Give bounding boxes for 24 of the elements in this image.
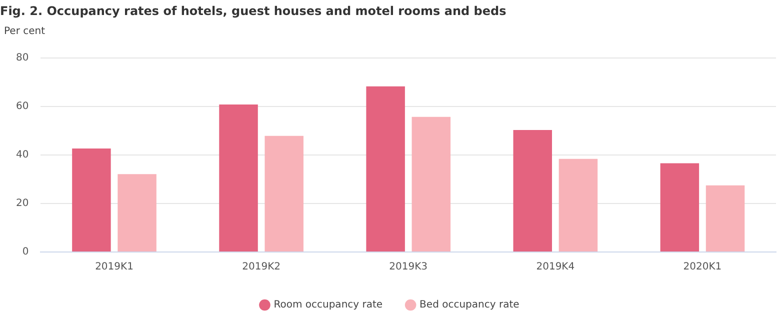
bar bbox=[118, 174, 156, 252]
bar bbox=[219, 104, 258, 252]
bar bbox=[513, 130, 552, 252]
legend-label: Room occupancy rate bbox=[274, 300, 383, 311]
legend-label: Bed occupancy rate bbox=[420, 300, 520, 311]
chart-title: Fig. 2. Occupancy rates of hotels, guest houses and motel rooms and beds bbox=[0, 3, 508, 20]
bar bbox=[264, 136, 304, 252]
bar bbox=[72, 148, 111, 252]
bar bbox=[366, 86, 405, 252]
bar bbox=[706, 185, 745, 252]
y-tick-label: 20 bbox=[16, 198, 29, 210]
bar bbox=[558, 158, 598, 252]
y-tick-label: 0 bbox=[22, 246, 29, 258]
x-tick-label: 2020K1 bbox=[683, 262, 722, 273]
y-tick-label: 60 bbox=[16, 101, 29, 112]
x-tick-label: 2019K2 bbox=[242, 262, 280, 273]
y-tick-label: 40 bbox=[16, 150, 29, 161]
x-tick-label: 2019K1 bbox=[95, 262, 134, 273]
x-tick-label: 2019K4 bbox=[536, 262, 575, 273]
bar bbox=[412, 116, 451, 252]
y-axis-title: Per cent bbox=[3, 25, 46, 39]
x-tick-label: 2019K3 bbox=[389, 262, 428, 273]
y-tick-label: 80 bbox=[16, 52, 29, 64]
bar bbox=[660, 163, 700, 252]
